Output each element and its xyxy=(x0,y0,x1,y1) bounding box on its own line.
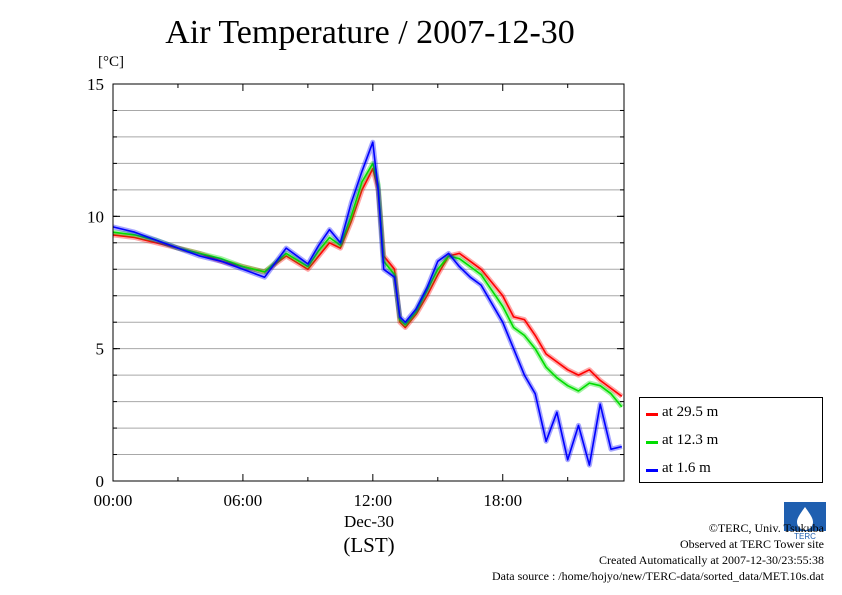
credit-line: Data source : /home/hojyo/new/TERC-data/… xyxy=(491,569,824,583)
series-halo xyxy=(112,160,624,409)
x-tick-label: 00:00 xyxy=(94,491,133,510)
credit-line: Observed at TERC Tower site xyxy=(679,537,824,551)
y-tick-labels: 0 5 10 15 xyxy=(87,75,104,491)
y-tick-label: 15 xyxy=(87,75,104,94)
plot-lines xyxy=(112,139,624,468)
x-tick-labels: 00:00 06:00 12:00 18:00 xyxy=(94,491,522,510)
legend-label: at 29.5 m xyxy=(662,404,719,420)
x-axis-zone-label: (LST) xyxy=(343,533,395,557)
terc-logo-icon: TERC xyxy=(784,502,826,540)
legend: at 29.5 m at 12.3 m at 1.6 m xyxy=(639,397,823,483)
logo-text: TERC xyxy=(794,532,816,540)
plot-frame xyxy=(112,83,625,482)
legend-label: at 1.6 m xyxy=(662,460,711,476)
tick-marks xyxy=(112,83,624,482)
x-axis-date-label: Dec-30 xyxy=(343,512,395,531)
x-tick-label: 06:00 xyxy=(224,491,263,510)
y-tick-label: 10 xyxy=(87,207,104,226)
x-tick-label: 18:00 xyxy=(483,491,522,510)
series-line-2 xyxy=(112,162,623,408)
legend-swatch xyxy=(646,413,658,416)
credits: ©TERC, Univ. Tsukuba Observed at TERC To… xyxy=(492,520,824,584)
credit-line: Created Automatically at 2007-12-30/23:5… xyxy=(599,553,824,567)
series-line-3 xyxy=(112,141,622,466)
legend-swatch xyxy=(646,469,658,472)
legend-label: at 12.3 m xyxy=(662,432,719,448)
credit-line: ©TERC, Univ. Tsukuba xyxy=(708,521,824,535)
chart-title: Air Temperature / 2007-12-30 xyxy=(165,14,575,51)
x-tick-label: 12:00 xyxy=(353,491,392,510)
y-axis-unit: [°C] xyxy=(98,54,124,70)
y-tick-label: 0 xyxy=(96,472,105,491)
series-halo xyxy=(112,139,623,468)
legend-swatch xyxy=(646,441,658,444)
y-tick-label: 5 xyxy=(96,340,105,359)
grid-lines xyxy=(113,109,624,456)
